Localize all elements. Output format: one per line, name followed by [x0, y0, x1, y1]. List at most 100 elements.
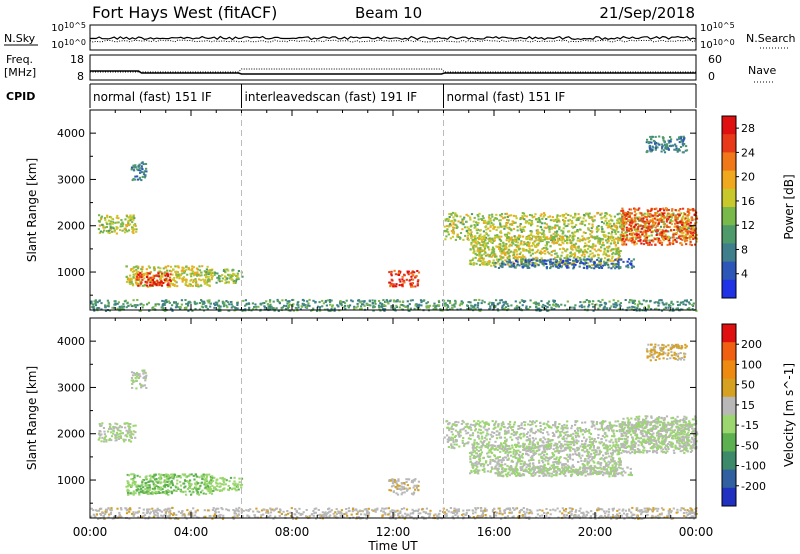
heatmap-cell — [515, 256, 518, 259]
heatmap-cell — [496, 236, 499, 239]
heatmap-cell — [98, 433, 101, 436]
heatmap-cell — [297, 304, 300, 307]
heatmap-cell — [600, 246, 603, 249]
heatmap-cell — [588, 265, 591, 268]
heatmap-cell — [582, 220, 585, 223]
heatmap-cell — [554, 227, 557, 229]
heatmap-cell — [229, 275, 232, 278]
heatmap-cell — [453, 218, 456, 221]
heatmap-cell — [196, 475, 199, 478]
heatmap-cell — [408, 279, 411, 282]
heatmap-cell — [634, 223, 637, 226]
heatmap-cell — [473, 304, 477, 307]
heatmap-cell — [190, 272, 193, 275]
heatmap-cell — [205, 268, 208, 271]
heatmap-cell — [414, 285, 417, 288]
y-tick-label: 1000 — [57, 266, 85, 279]
heatmap-cell — [131, 484, 134, 487]
heatmap-cell — [444, 302, 447, 305]
heatmap-cell — [530, 214, 533, 217]
heatmap-cell — [143, 490, 146, 493]
heatmap-cell — [409, 283, 412, 286]
heatmap-cell — [361, 303, 364, 306]
heatmap-cell — [126, 230, 129, 233]
heatmap-cell — [695, 240, 698, 243]
heatmap-cell — [586, 267, 589, 270]
heatmap-cell — [205, 476, 208, 479]
heatmap-cell — [128, 427, 131, 430]
heatmap-cell — [512, 221, 515, 224]
heatmap-cell — [663, 151, 667, 154]
heatmap-cell — [225, 304, 228, 307]
heatmap-cell — [619, 224, 622, 227]
heatmap-cell — [100, 424, 103, 427]
heatmap-cell — [654, 218, 657, 221]
heatmap-cell — [444, 304, 447, 307]
heatmap-cell — [638, 309, 641, 312]
heatmap-cell — [516, 244, 519, 247]
heatmap-cell — [247, 302, 250, 305]
heatmap-cell — [561, 236, 565, 238]
heatmap-cell — [650, 138, 653, 141]
heatmap-cell — [268, 305, 271, 308]
heatmap-cell — [340, 303, 343, 306]
heatmap-cell — [316, 310, 319, 312]
heatmap-cell — [491, 246, 495, 249]
heatmap-cell — [523, 241, 526, 243]
heatmap-cell — [570, 225, 574, 228]
heatmap-cell — [538, 239, 541, 242]
heatmap-cell — [495, 213, 498, 216]
heatmap-cell — [112, 427, 115, 430]
heatmap-cell — [606, 222, 609, 225]
heatmap-cell — [571, 236, 574, 239]
heatmap-cell — [356, 305, 359, 308]
heatmap-cell — [689, 243, 692, 246]
heatmap-cell — [490, 264, 493, 267]
heatmap-cell — [581, 239, 584, 242]
heatmap-cell — [96, 301, 99, 304]
heatmap-cell — [635, 232, 638, 235]
heatmap-cell — [179, 484, 183, 487]
heatmap-cell — [547, 438, 550, 441]
heatmap-cell — [622, 233, 625, 235]
heatmap-cell — [108, 222, 111, 225]
heatmap-cell — [446, 304, 449, 307]
heatmap-cell — [158, 486, 161, 489]
heatmap-cell — [652, 225, 655, 228]
heatmap-cell — [497, 260, 500, 263]
heatmap-cell — [413, 271, 416, 274]
heatmap-cell — [262, 302, 265, 305]
heatmap-cell — [590, 216, 593, 219]
heatmap-cell — [185, 265, 188, 268]
heatmap-cell — [509, 228, 512, 231]
heatmap-cell — [556, 445, 559, 448]
heatmap-cell — [666, 218, 669, 220]
heatmap-cell — [567, 266, 570, 269]
heatmap-cell — [660, 299, 663, 302]
heatmap-cell — [568, 230, 571, 233]
heatmap-cell — [134, 483, 137, 486]
heatmap-cell — [652, 214, 655, 217]
heatmap-cell — [179, 476, 182, 479]
heatmap-cell — [187, 304, 190, 307]
heatmap-cell — [495, 217, 498, 220]
heatmap-cell — [693, 214, 696, 216]
heatmap-cell — [621, 237, 624, 240]
heatmap-cell — [115, 227, 118, 230]
heatmap-cell — [151, 490, 154, 493]
heatmap-cell — [164, 479, 167, 482]
heatmap-cell — [169, 280, 172, 282]
heatmap-cell — [476, 248, 479, 251]
heatmap-cell — [462, 218, 465, 221]
heatmap-cell — [622, 211, 625, 214]
heatmap-cell — [176, 271, 179, 274]
heatmap-cell — [604, 234, 607, 237]
heatmap-cell — [527, 423, 530, 426]
heatmap-cell — [153, 275, 156, 277]
heatmap-cell — [510, 236, 513, 239]
heatmap-cell — [166, 489, 169, 492]
heatmap-cell — [402, 304, 405, 307]
heatmap-cell — [514, 248, 518, 251]
heatmap-cell — [426, 305, 429, 308]
heatmap-cell — [166, 273, 169, 276]
